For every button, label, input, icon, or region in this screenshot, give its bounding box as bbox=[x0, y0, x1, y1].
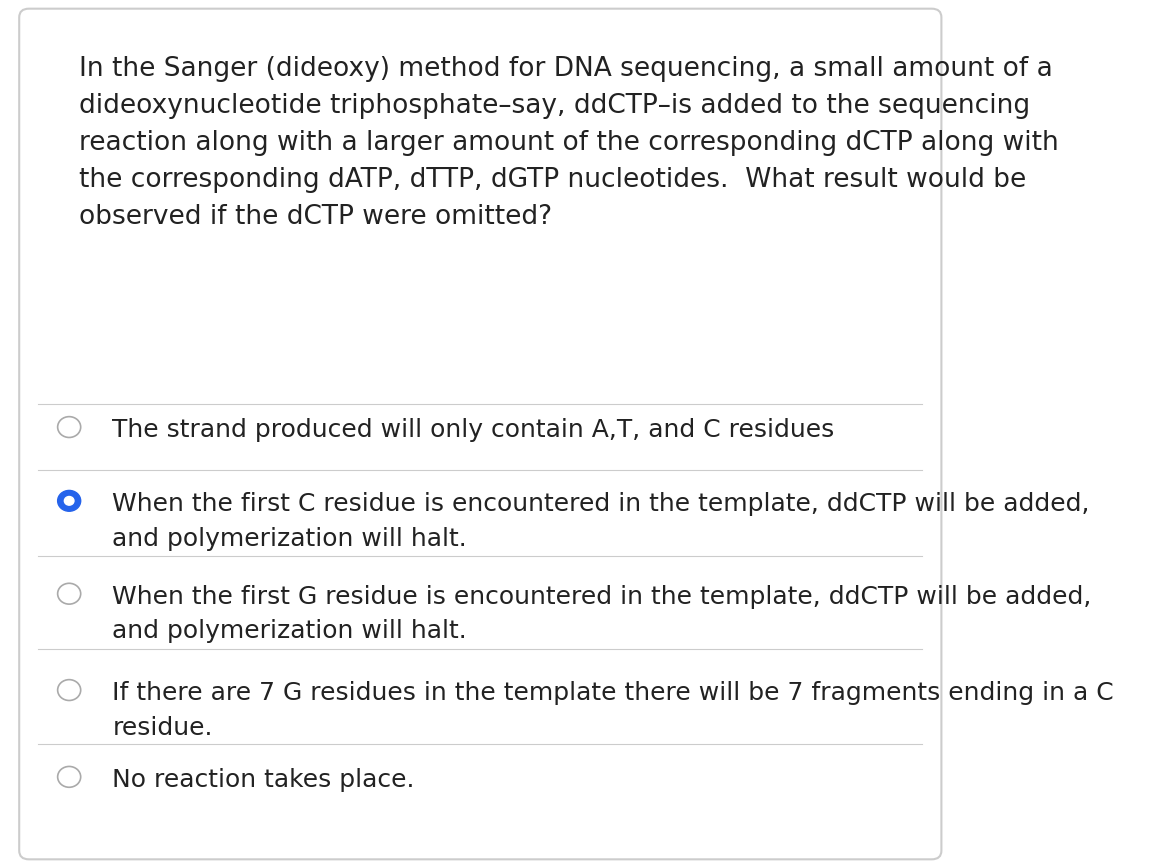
FancyBboxPatch shape bbox=[19, 9, 941, 859]
Text: When the first G residue is encountered in the template, ddCTP will be added,
an: When the first G residue is encountered … bbox=[112, 585, 1092, 643]
Text: In the Sanger (dideoxy) method for DNA sequencing, a small amount of a
dideoxynu: In the Sanger (dideoxy) method for DNA s… bbox=[79, 56, 1059, 230]
Text: If there are 7 G residues in the template there will be 7 fragments ending in a : If there are 7 G residues in the templat… bbox=[112, 681, 1114, 740]
Circle shape bbox=[64, 496, 73, 505]
Circle shape bbox=[57, 490, 80, 511]
Text: When the first C residue is encountered in the template, ddCTP will be added,
an: When the first C residue is encountered … bbox=[112, 492, 1090, 550]
Text: No reaction takes place.: No reaction takes place. bbox=[112, 768, 415, 792]
Text: The strand produced will only contain A,T, and C residues: The strand produced will only contain A,… bbox=[112, 418, 834, 443]
